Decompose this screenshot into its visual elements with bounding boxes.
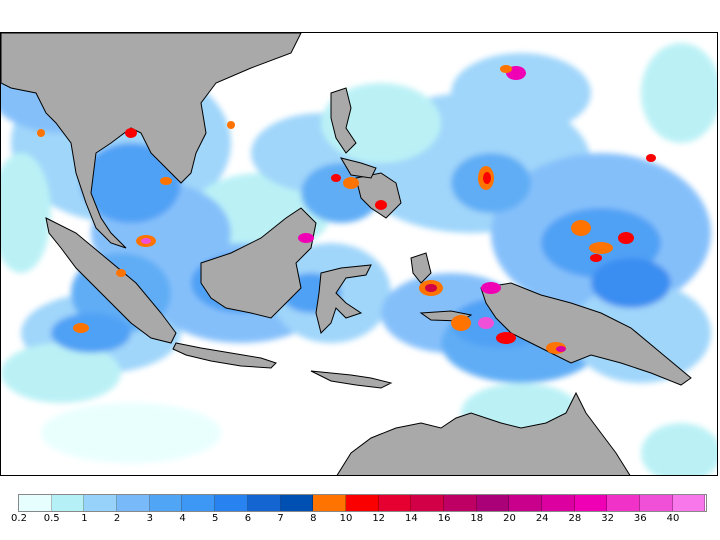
scale-tick-label: 18 [470,513,484,524]
scale-tick-label: 1 [81,513,88,524]
color-swatch [182,495,216,511]
scale-tick-label: 40 [666,513,680,524]
rain-field [1,43,717,475]
australia [336,391,631,475]
color-swatch [84,495,118,511]
scale-tick-label: 10 [339,513,353,524]
color-swatch [117,495,150,511]
color-swatch [574,495,608,511]
scale-tick-label: 36 [633,513,647,524]
maluku [410,252,432,284]
scale-tick-label: 24 [535,513,549,524]
sulawesi [315,264,372,334]
scale-tick-label: 2 [113,513,121,524]
color-swatch [411,495,444,511]
visayas [339,157,377,179]
scale-tick-label: 20 [503,513,516,524]
color-swatch [378,495,412,511]
mindanao [355,172,402,219]
lesser-sunda [310,370,393,389]
color-swatch [280,495,314,511]
color-swatch [509,495,542,511]
scale-tick-label: 3 [146,513,153,524]
java [172,342,277,369]
color-swatch [215,495,248,511]
scale-tick-label: 7 [277,513,284,524]
color-swatch [51,495,85,511]
scale-tick-label: 32 [601,513,614,524]
luzon [330,87,357,154]
precipitation-map [0,32,718,476]
mainland-se-asia [1,33,302,249]
scale-tick-label: 8 [310,513,317,524]
color-swatch [345,495,379,511]
sumatra [45,217,177,344]
color-swatch [247,495,281,511]
color-swatch [607,495,641,511]
borneo [200,207,317,319]
color-swatch [313,495,346,511]
scale-tick-label: 0.2 [11,513,27,524]
scale-tick-label: 28 [568,513,582,524]
color-swatch [640,495,673,511]
scale-tick-label: 14 [405,513,418,524]
scale-tick-label: 0.5 [43,513,60,524]
scale-tick-label: 4 [179,513,186,524]
scale-tick-label: 5 [212,513,219,524]
color-swatch [542,495,575,511]
color-swatch [476,495,510,511]
scale-tick-label: 16 [437,513,451,524]
color-swatch [672,495,706,511]
scale-tick-label: 12 [372,513,386,524]
color-swatch [19,495,52,511]
color-scale-bar [18,494,707,512]
color-swatch [443,495,477,511]
color-swatch [149,495,183,511]
heavy-rain-cores [37,65,656,354]
scale-tick-label: 6 [244,513,252,524]
